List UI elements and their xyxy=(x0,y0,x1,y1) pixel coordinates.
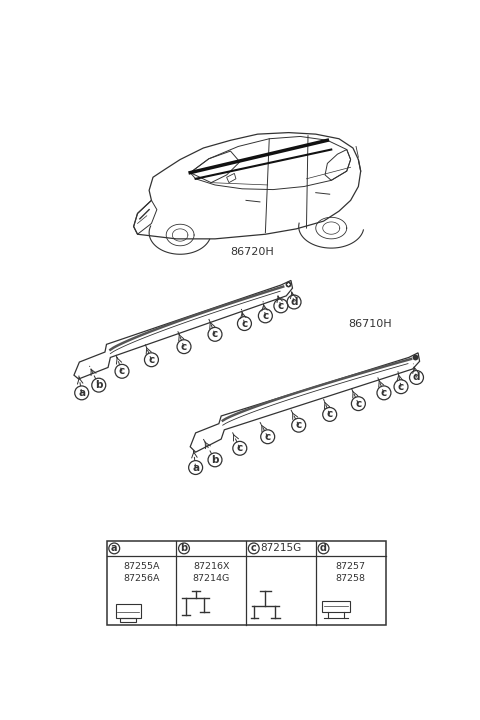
Text: d: d xyxy=(320,544,327,554)
Text: b: b xyxy=(95,380,103,390)
Bar xyxy=(116,604,141,618)
Text: a: a xyxy=(192,462,199,472)
Text: c: c xyxy=(355,399,361,409)
Text: c: c xyxy=(264,432,271,442)
Text: b: b xyxy=(211,455,219,465)
Text: c: c xyxy=(237,444,243,454)
Text: c: c xyxy=(181,342,187,351)
Bar xyxy=(120,618,136,622)
Text: c: c xyxy=(398,382,404,392)
Text: c: c xyxy=(278,301,284,311)
Bar xyxy=(322,600,350,611)
Bar xyxy=(107,541,385,626)
Text: 86720H: 86720H xyxy=(230,248,274,257)
Text: 86710H: 86710H xyxy=(348,319,392,329)
Text: c: c xyxy=(296,420,302,430)
Text: d: d xyxy=(413,372,420,382)
Text: c: c xyxy=(326,410,333,420)
Text: c: c xyxy=(381,388,387,398)
Text: 87257
87258: 87257 87258 xyxy=(336,562,366,583)
Text: d: d xyxy=(290,297,298,307)
Text: 87215G: 87215G xyxy=(261,544,302,554)
Text: b: b xyxy=(180,544,188,554)
Text: c: c xyxy=(212,329,218,339)
Text: c: c xyxy=(251,544,257,554)
Text: a: a xyxy=(78,388,85,398)
Text: c: c xyxy=(119,366,125,377)
Text: c: c xyxy=(262,311,268,321)
Text: a: a xyxy=(111,544,118,554)
Text: c: c xyxy=(148,355,155,365)
Text: 87255A
87256A: 87255A 87256A xyxy=(123,562,160,583)
Text: 87216X
87214G: 87216X 87214G xyxy=(192,562,230,583)
Text: c: c xyxy=(241,318,248,328)
